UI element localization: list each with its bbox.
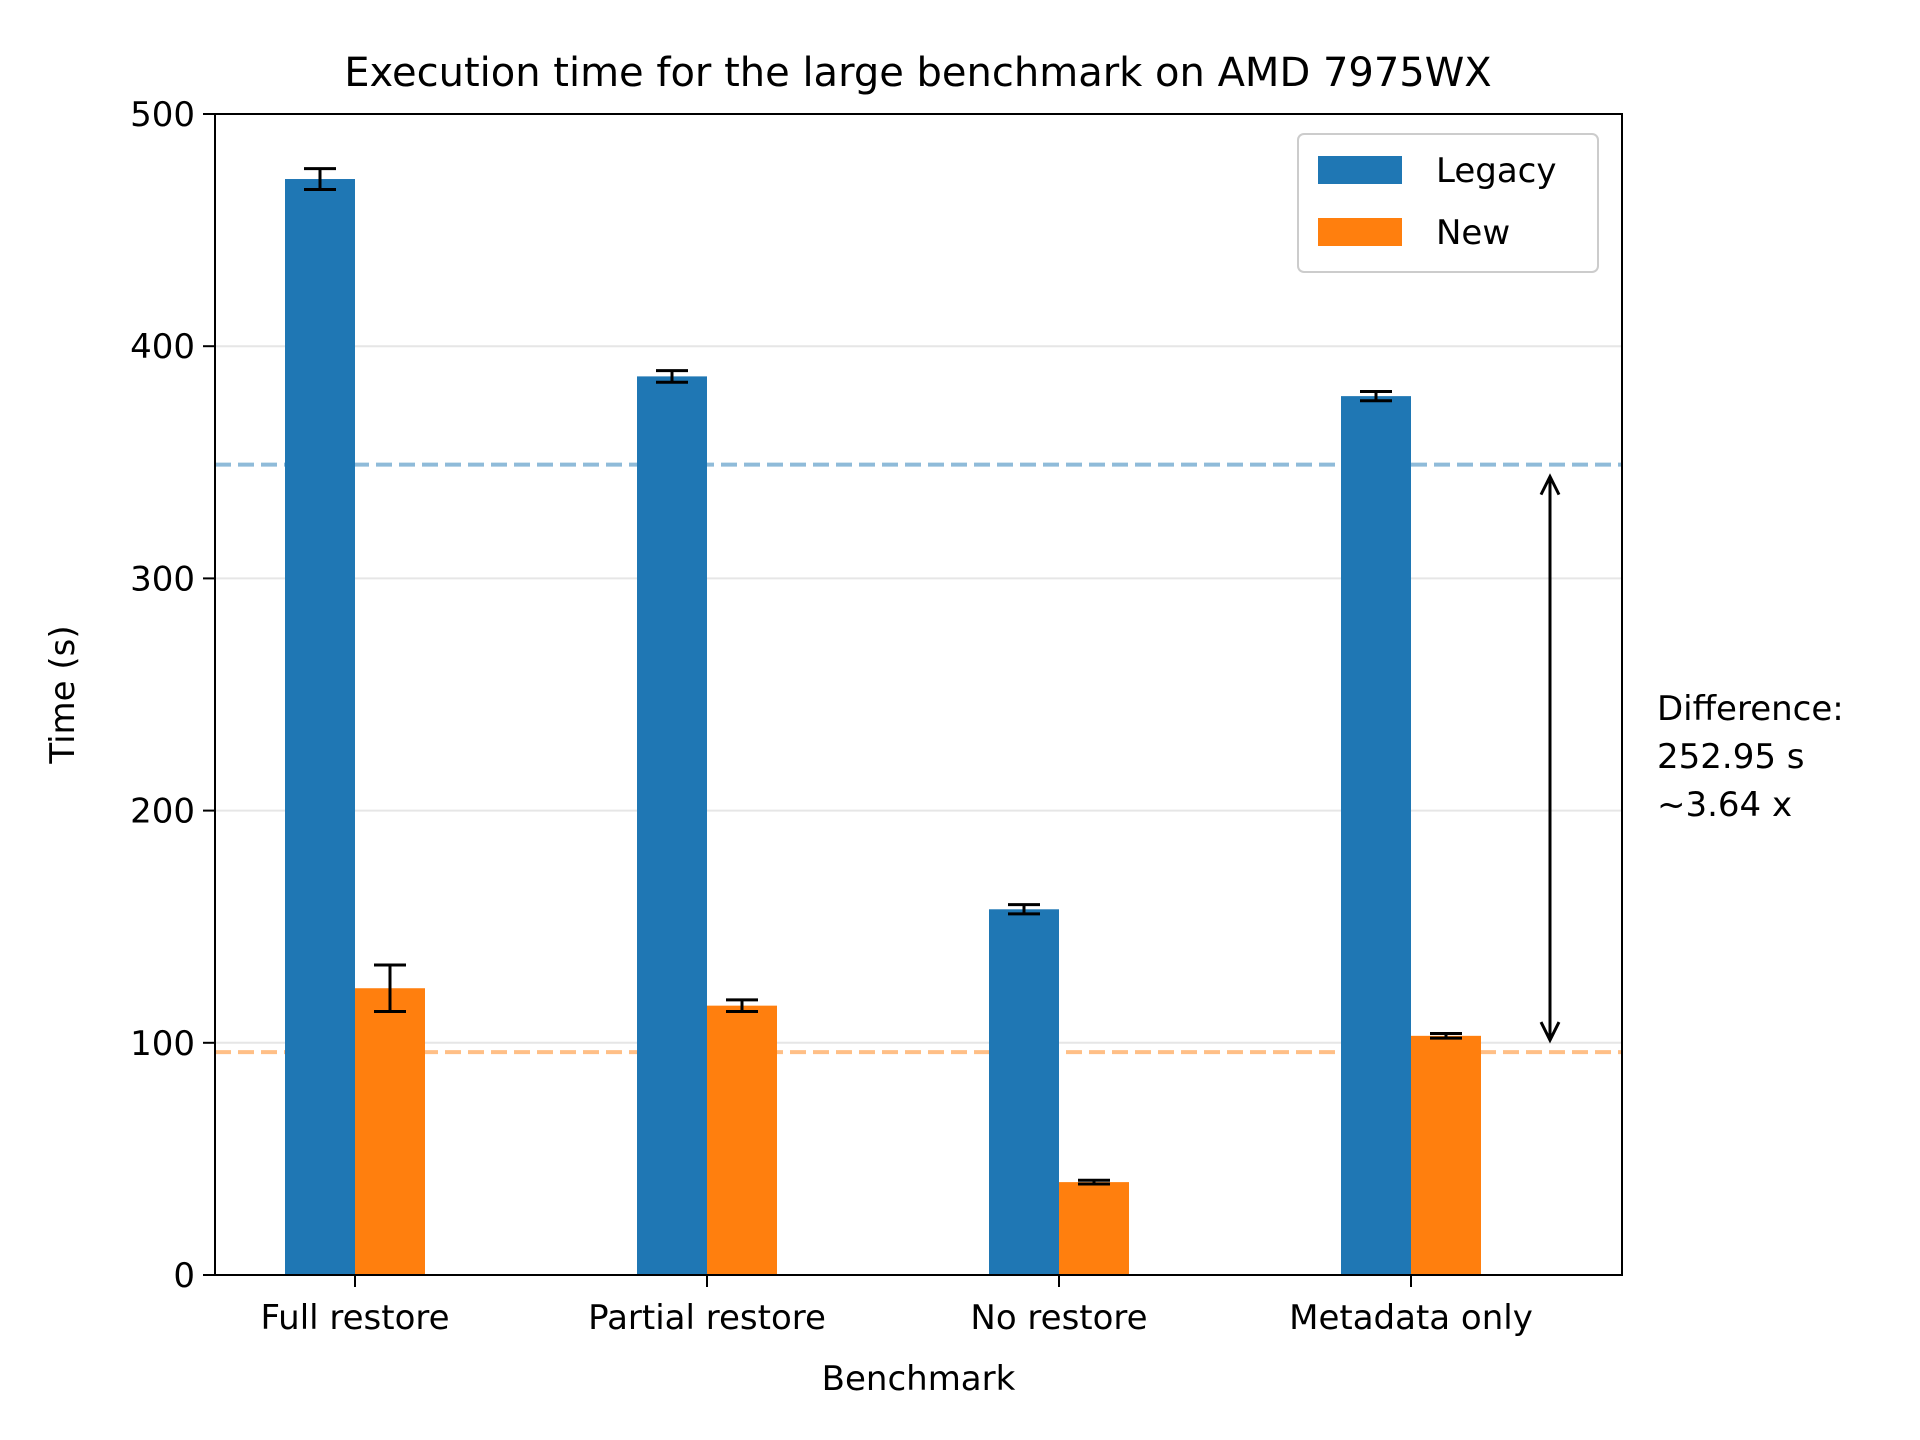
difference-annotation: Difference: 252.95 s ~3.64 x [1657, 689, 1844, 825]
bar-new-no-restore [1059, 1182, 1129, 1275]
x-tick-label-partial-restore: Partial restore [588, 1298, 826, 1338]
arrow-head-top [1539, 473, 1561, 496]
error-bar-legacy-full-restore [304, 167, 336, 191]
legend: Legacy New [1297, 133, 1599, 273]
y-tick-label-0: 0 [173, 1256, 195, 1296]
bar-new-full-restore [355, 988, 425, 1275]
reference-lines [215, 462, 1622, 1055]
y-tick-label-200: 200 [130, 792, 195, 832]
error-bar-new-full-restore [374, 963, 406, 1013]
legend-swatch-legacy [1318, 156, 1402, 184]
chart-title: Execution time for the large benchmark o… [344, 50, 1491, 96]
error-bar-new-no-restore [1078, 1178, 1110, 1186]
x-tick-label-no-restore: No restore [970, 1298, 1147, 1338]
y-axis-label: Time (s) [43, 625, 83, 764]
error-bar-new-metadata-only [1430, 1032, 1462, 1040]
annotation-line-1: Difference: [1657, 689, 1844, 729]
error-bar-legacy-no-restore [1008, 903, 1040, 916]
bars-layer [285, 179, 1481, 1276]
difference-arrow [1539, 473, 1561, 1044]
bar-new-metadata-only [1411, 1035, 1481, 1275]
error-bar-new-partial-restore [726, 998, 758, 1013]
error-bars-layer [304, 167, 1462, 1186]
x-axis-label: Benchmark [822, 1359, 1016, 1399]
x-tick-label-metadata-only: Metadata only [1289, 1298, 1533, 1338]
legend-label-legacy: Legacy [1436, 151, 1557, 191]
bar-legacy-no-restore [989, 909, 1059, 1275]
annotation-line-3: ~3.64 x [1657, 785, 1792, 825]
arrow-head-bottom [1539, 1021, 1561, 1044]
y-tick-label-300: 300 [130, 559, 195, 599]
x-tick-label-full-restore: Full restore [260, 1298, 449, 1338]
y-tick-label-400: 400 [130, 327, 195, 367]
bar-legacy-full-restore [285, 179, 355, 1276]
bar-legacy-metadata-only [1341, 396, 1411, 1275]
y-tick-label-500: 500 [130, 95, 195, 135]
legend-swatch-new [1318, 218, 1402, 246]
annotation-line-2: 252.95 s [1657, 737, 1805, 777]
error-bar-legacy-partial-restore [656, 369, 688, 384]
bar-new-partial-restore [707, 1005, 777, 1275]
y-tick-label-100: 100 [130, 1024, 195, 1064]
error-bar-legacy-metadata-only [1360, 389, 1392, 403]
bar-legacy-partial-restore [637, 376, 707, 1275]
plot-frame [214, 113, 1623, 1276]
ticks-layer: 0 100 200 300 400 500 Full restore Partial rest… [130, 95, 1533, 1338]
legend-label-new: New [1436, 213, 1510, 253]
